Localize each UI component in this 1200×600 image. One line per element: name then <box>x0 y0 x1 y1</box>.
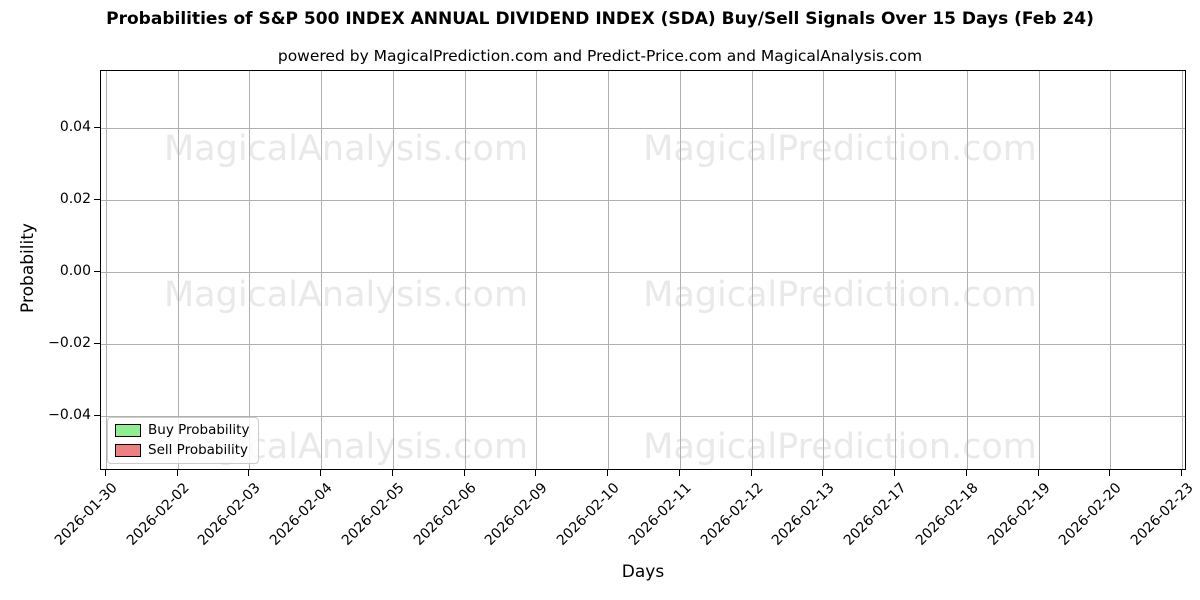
gridline-horizontal <box>101 200 1185 201</box>
x-tick-mark <box>822 470 824 476</box>
x-tick-mark <box>679 470 681 476</box>
x-tick-label: 2026-02-12 <box>697 480 767 549</box>
chart-subtitle: powered by MagicalPrediction.com and Pre… <box>277 47 923 65</box>
x-tick-mark <box>105 470 107 476</box>
x-tick-label: 2026-02-09 <box>481 480 551 549</box>
legend-row: Sell Probability <box>115 443 249 458</box>
gridline-horizontal <box>101 272 1185 273</box>
legend: Buy Probability Sell Probability <box>107 417 260 464</box>
gridline-vertical <box>895 71 896 469</box>
legend-row: Buy Probability <box>115 423 249 438</box>
chart-title: Probabilities of S&P 500 INDEX ANNUAL DI… <box>106 9 1094 29</box>
x-tick-label: 2026-02-13 <box>768 480 838 549</box>
y-tick-mark <box>94 271 100 273</box>
x-tick-label: 2026-02-02 <box>123 480 193 549</box>
y-tick-label: 0.04 <box>59 119 91 135</box>
y-tick-label: −0.04 <box>48 407 91 423</box>
x-tick-label: 2026-02-06 <box>410 480 480 549</box>
y-tick-mark <box>94 415 100 417</box>
legend-label: Buy Probability <box>148 422 250 438</box>
watermark-text: MagicalPrediction.com <box>643 275 1037 315</box>
watermark-text: MagicalAnalysis.com <box>163 275 529 315</box>
y-tick-mark <box>94 199 100 201</box>
y-axis-label: Probability <box>18 223 38 313</box>
y-tick-label: 0.02 <box>59 191 91 207</box>
x-tick-label: 2026-02-23 <box>1127 480 1197 549</box>
gridline-vertical <box>178 71 179 469</box>
gridline-vertical <box>752 71 753 469</box>
x-tick-label: 2026-02-04 <box>266 480 336 549</box>
watermark-text: MagicalAnalysis.com <box>163 129 529 169</box>
gridline-horizontal <box>101 128 1185 129</box>
gridline-vertical <box>823 71 824 469</box>
gridline-horizontal <box>101 344 1185 345</box>
x-tick-mark <box>177 470 179 476</box>
x-tick-mark <box>535 470 537 476</box>
x-tick-label: 2026-02-05 <box>338 480 408 549</box>
gridline-vertical <box>465 71 466 469</box>
gridline-horizontal <box>101 416 1185 417</box>
x-tick-mark <box>751 470 753 476</box>
gridline-vertical <box>249 71 250 469</box>
legend-swatch <box>115 444 141 457</box>
gridline-vertical <box>536 71 537 469</box>
x-tick-mark <box>1181 470 1183 476</box>
gridline-vertical <box>680 71 681 469</box>
x-tick-label: 2026-01-30 <box>51 480 121 549</box>
x-tick-label: 2026-02-20 <box>1055 480 1125 549</box>
x-tick-mark <box>320 470 322 476</box>
legend-label: Sell Probability <box>148 442 249 458</box>
y-tick-label: 0.00 <box>59 263 91 279</box>
gridline-vertical <box>106 71 107 469</box>
x-tick-label: 2026-02-17 <box>840 480 910 549</box>
x-tick-mark <box>248 470 250 476</box>
x-axis-label: Days <box>621 562 665 582</box>
y-tick-label: −0.02 <box>48 335 91 351</box>
x-tick-mark <box>966 470 968 476</box>
gridline-vertical <box>967 71 968 469</box>
x-tick-label: 2026-02-18 <box>912 480 982 549</box>
legend-swatch <box>115 424 141 437</box>
gridline-vertical <box>1110 71 1111 469</box>
y-tick-mark <box>94 343 100 345</box>
x-tick-label: 2026-02-11 <box>625 480 695 549</box>
x-tick-mark <box>464 470 466 476</box>
gridline-vertical <box>393 71 394 469</box>
gridline-vertical <box>321 71 322 469</box>
watermark-text: MagicalPrediction.com <box>643 427 1037 467</box>
x-tick-mark <box>894 470 896 476</box>
gridline-vertical <box>1182 71 1183 469</box>
x-tick-mark <box>392 470 394 476</box>
y-tick-mark <box>94 127 100 129</box>
plot-area: Buy Probability Sell Probability <box>100 70 1186 470</box>
x-tick-mark <box>1038 470 1040 476</box>
gridline-vertical <box>608 71 609 469</box>
gridline-vertical <box>1039 71 1040 469</box>
x-tick-label: 2026-02-19 <box>984 480 1054 549</box>
x-tick-mark <box>607 470 609 476</box>
x-tick-label: 2026-02-03 <box>194 480 264 549</box>
x-tick-mark <box>1109 470 1111 476</box>
x-tick-label: 2026-02-10 <box>553 480 623 549</box>
watermark-text: MagicalPrediction.com <box>643 129 1037 169</box>
